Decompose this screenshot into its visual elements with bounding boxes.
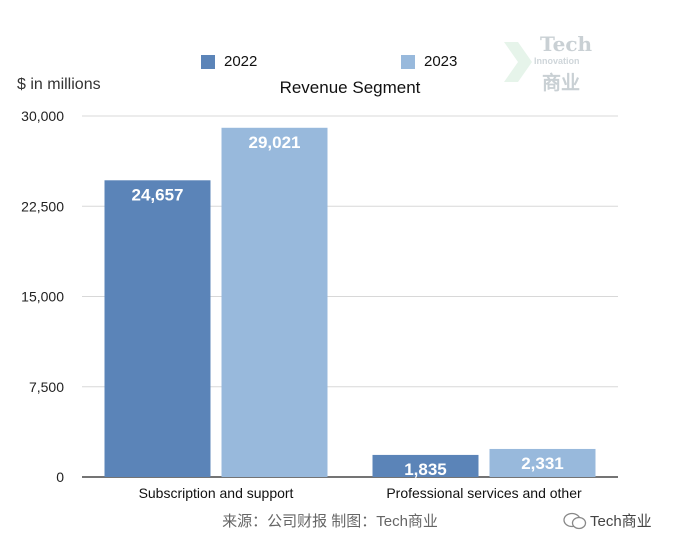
x-tick-label: Professional services and other [386, 485, 582, 501]
logo-text-cn: 商业 [542, 73, 581, 94]
legend-label-2023: 2023 [424, 53, 458, 70]
y-axis-label: $ in millions [17, 76, 101, 93]
bar-2023-1 [221, 127, 328, 477]
y-tick-label: 30,000 [21, 108, 64, 124]
y-tick-label: 22,500 [21, 198, 64, 214]
logo-text-innovation: Innovation [534, 56, 580, 66]
y-tick-label: 0 [56, 469, 64, 485]
data-label: 29,021 [249, 133, 301, 152]
logo: Tech Innovation 商业 [500, 32, 600, 94]
source-note: 来源：公司财报 制图：Tech商业 [222, 513, 438, 530]
data-label: 24,657 [132, 185, 184, 204]
logo-text-tech: Tech [540, 32, 593, 56]
bar-2023-2 [489, 448, 596, 477]
chart-title: Revenue Segment [279, 78, 421, 97]
watermark-handle: Tech商业 [590, 513, 652, 530]
chevron-arrow-icon [504, 42, 532, 82]
legend-swatch-2022 [201, 55, 215, 69]
bar-2022-1 [104, 180, 211, 477]
wechat-icon [563, 512, 587, 530]
data-label: 1,835 [404, 460, 447, 479]
legend-swatch-2023 [401, 55, 415, 69]
y-tick-label: 7,500 [29, 379, 64, 395]
legend-label-2022: 2022 [224, 53, 258, 70]
bar-2022-2 [372, 454, 479, 477]
bar-chart: 0 7,500 15,000 22,500 30,000 24,657 29,021 Subs… [21, 108, 618, 501]
y-tick-label: 15,000 [21, 289, 64, 305]
data-label: 2,331 [521, 454, 564, 473]
x-tick-label: Subscription and support [139, 485, 294, 501]
